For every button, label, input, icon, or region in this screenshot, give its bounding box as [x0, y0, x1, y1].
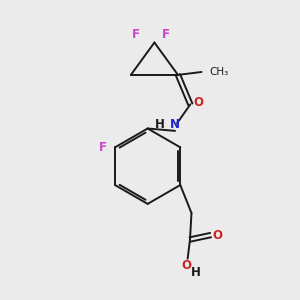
Text: O: O — [182, 259, 192, 272]
Text: O: O — [212, 229, 222, 242]
Text: F: F — [162, 28, 170, 41]
Text: N: N — [170, 118, 180, 131]
Text: H: H — [155, 118, 165, 131]
Text: F: F — [132, 28, 140, 41]
Text: O: O — [194, 96, 204, 110]
Text: H: H — [191, 266, 201, 279]
Text: F: F — [99, 141, 107, 154]
Text: CH₃: CH₃ — [209, 67, 229, 77]
